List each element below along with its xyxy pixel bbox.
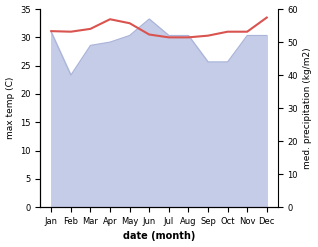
X-axis label: date (month): date (month): [123, 231, 195, 242]
Y-axis label: med. precipitation (kg/m2): med. precipitation (kg/m2): [303, 47, 313, 169]
Y-axis label: max temp (C): max temp (C): [5, 77, 15, 139]
